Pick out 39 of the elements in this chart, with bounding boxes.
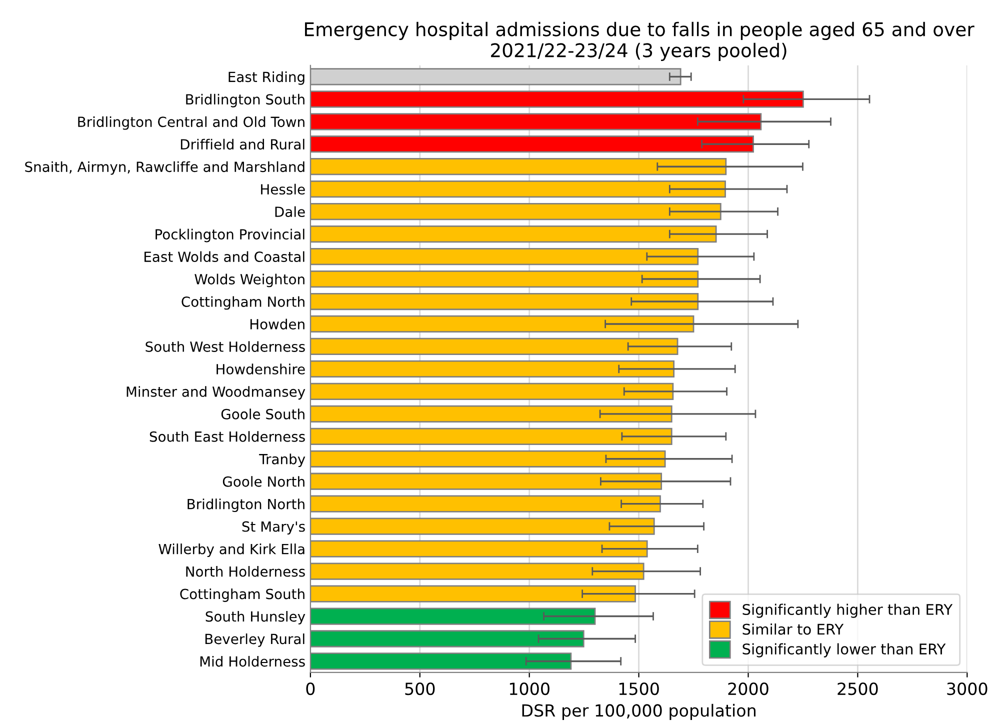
- y-tick-label: Bridlington South: [186, 94, 304, 108]
- x-axis-title: DSR per 100,000 population: [522, 704, 756, 720]
- x-tick-label: 2000: [728, 682, 768, 696]
- y-tick-label: Goole South: [221, 408, 304, 420]
- y-tick-label: Mid Holderness: [200, 656, 305, 667]
- y-tick-label: South East Holderness: [150, 431, 305, 442]
- y-tick-label: Hessle: [261, 184, 305, 195]
- x-tick-label: 3000: [947, 682, 988, 696]
- x-tick-label: 1500: [619, 682, 659, 696]
- legend-label: Similar to ERY: [742, 623, 844, 635]
- y-tick-label: Bridlington Central and Old Town: [78, 116, 304, 130]
- y-tick-label: South Hunsley: [206, 610, 306, 624]
- y-tick-label: Pocklington Provincial: [156, 228, 304, 242]
- y-tick-label: East Wolds and Coastal: [144, 251, 304, 262]
- x-tick-label: 500: [405, 682, 435, 696]
- y-tick-label: South West Holderness: [146, 341, 305, 352]
- x-tick-label: 2500: [838, 682, 878, 696]
- y-tick-label: Driffield and Rural: [180, 138, 304, 150]
- x-tick-label: 1000: [510, 682, 550, 696]
- y-tick-label: North Holderness: [186, 566, 305, 577]
- y-tick-label: Howden: [250, 318, 304, 330]
- y-tick-label: Howdenshire: [216, 364, 305, 374]
- y-tick-label: Minster and Woodmansey: [126, 386, 306, 400]
- legend-label: Significantly lower than ERY: [742, 643, 946, 658]
- y-tick-label: St Mary's: [242, 521, 305, 534]
- y-tick-label: Dale: [275, 206, 305, 218]
- y-tick-label: East Riding: [228, 71, 304, 85]
- legend-label: Significantly higher than ERY: [742, 604, 953, 618]
- y-tick-label: Goole North: [222, 476, 304, 487]
- y-tick-label: Beverley Rural: [205, 633, 304, 647]
- x-tick-label: 0: [306, 682, 315, 696]
- y-tick-label: Willerby and Kirk Ella: [158, 544, 304, 557]
- y-tick-label: Bridlington North: [188, 498, 304, 512]
- y-tick-label: Cottingham South: [180, 588, 304, 602]
- y-tick-label: Wolds Weighton: [194, 274, 304, 288]
- y-tick-label: Snaith, Airmyn, Rawcliffe and Marshland: [25, 161, 304, 175]
- y-tick-label: Cottingham North: [182, 296, 304, 310]
- y-tick-label: Tranby: [259, 454, 306, 468]
- chart-title: Emergency hospital admissions due to falls in people aged 65 and over 2021/22-23/24 (3 years pooled): [305, 22, 974, 61]
